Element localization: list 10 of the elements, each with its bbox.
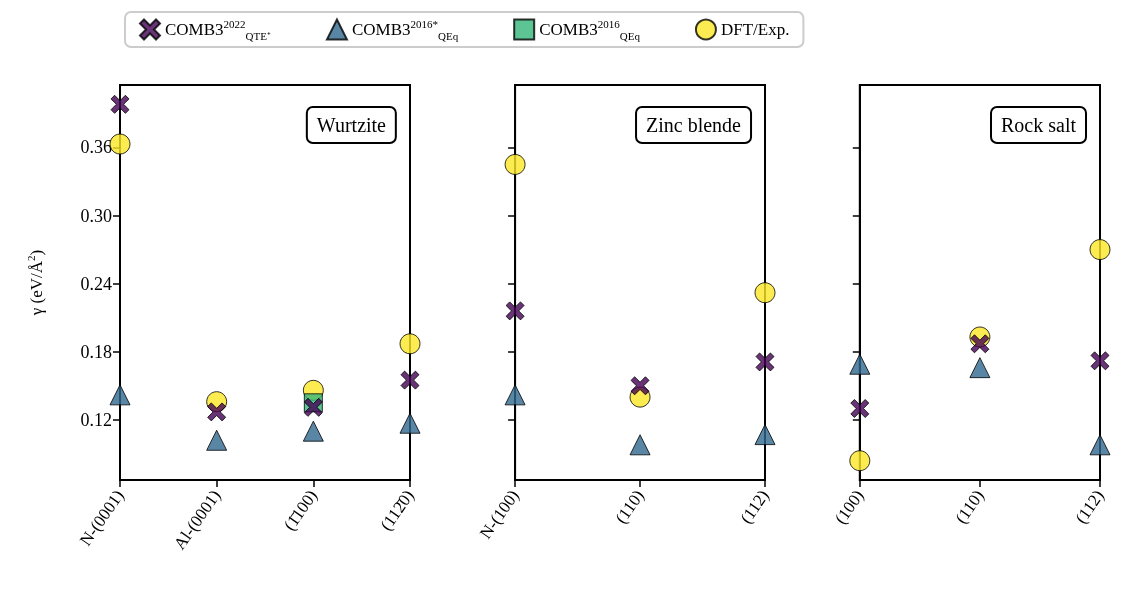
text: Wurtzite	[316, 114, 387, 136]
text: Zinc blende	[646, 114, 742, 136]
y-tick-label: 0.18	[80, 341, 112, 362]
y-axis-title: γ (eV/Å2)	[24, 249, 46, 317]
y-tick-label: 0.36	[80, 137, 112, 158]
legend-label: DFT/Exp.	[720, 20, 790, 39]
y-tick-label: 0.30	[80, 205, 112, 226]
y-tick-label: 0.12	[80, 409, 112, 430]
text: Rock salt	[1001, 114, 1077, 136]
y-tick-label: 0.24	[80, 273, 112, 294]
